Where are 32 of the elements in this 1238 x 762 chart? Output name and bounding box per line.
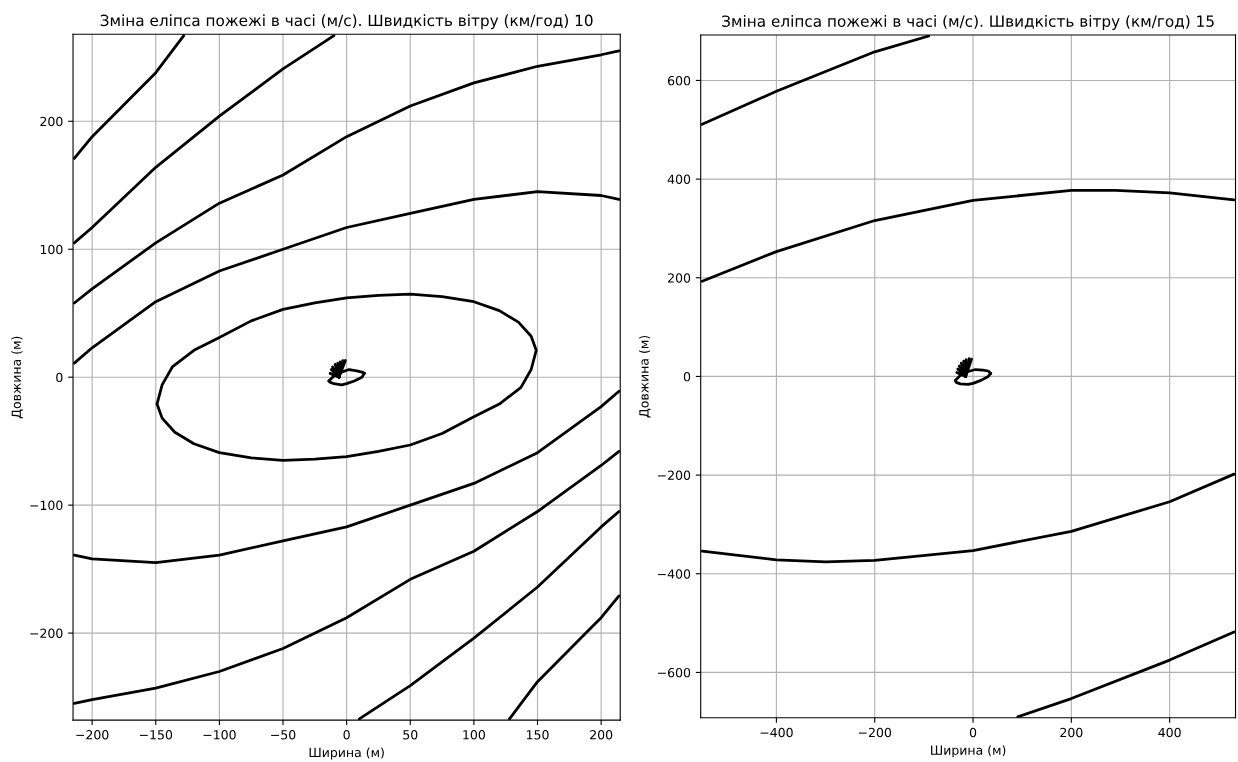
x-tick-label: −200 [76, 730, 109, 740]
y-tick-label: 0 [56, 372, 63, 383]
x-tick-label: 50 [403, 730, 418, 740]
y-tick-label: 100 [40, 244, 63, 255]
x-tick-label: −100 [203, 730, 236, 740]
x-tick-label: 400 [1158, 727, 1181, 738]
chart-title: Зміна еліпса пожежі в часі (м/с). Швидкість вітру (км/год) 15 [722, 15, 1214, 30]
y-tick-label: 0 [683, 371, 691, 382]
x-tick-label: 100 [463, 730, 485, 740]
y-tick-label: 200 [40, 116, 63, 127]
x-tick-label: 150 [526, 730, 549, 740]
x-tick-label: 0 [343, 730, 350, 740]
x-tick-label: −200 [858, 727, 892, 738]
y-tick-label: −600 [657, 667, 691, 678]
x-tick-label: −50 [271, 730, 296, 740]
y-tick-label: −200 [30, 628, 63, 639]
y-tick-label: −400 [657, 569, 691, 579]
x-axis-title: Ширина (м) [309, 747, 384, 760]
x-axis-title: Ширина (м) [931, 745, 1006, 758]
y-axis-title: Довжина (м) [639, 335, 651, 418]
y-tick-label: −200 [657, 470, 691, 481]
x-tick-label: 200 [1060, 727, 1083, 738]
x-tick-label: −400 [760, 727, 793, 738]
y-tick-label: −100 [30, 500, 63, 511]
y-axis-title: Довжина (м) [11, 336, 23, 419]
x-tick-label: −150 [139, 730, 173, 740]
x-tick-label: 200 [590, 730, 613, 740]
y-tick-label: 400 [667, 174, 691, 185]
y-tick-label: 200 [668, 273, 691, 283]
chart-title: Зміна еліпса пожежі в часі (м/с). Швидкість вітру (км/год) 10 [100, 14, 593, 30]
x-tick-label: 0 [969, 727, 977, 738]
y-tick-label: 600 [668, 75, 691, 86]
